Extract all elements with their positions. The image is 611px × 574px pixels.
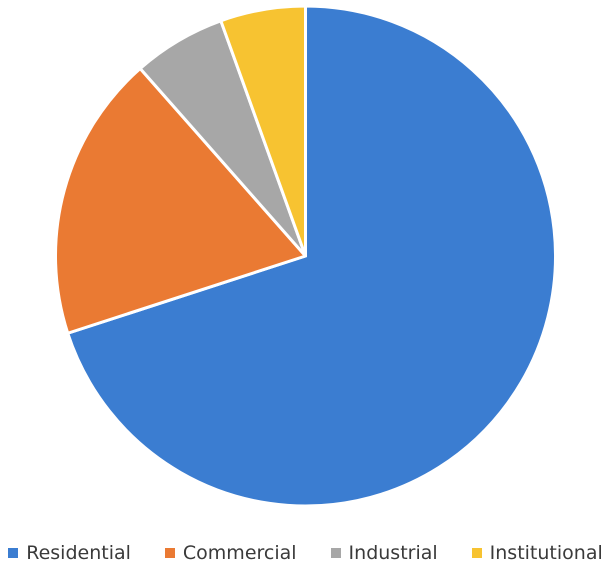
legend-swatch-residential <box>8 548 19 558</box>
legend-swatch-commercial <box>164 548 175 558</box>
pie-slice-residential <box>66 4 558 508</box>
legend-swatch-institutional <box>471 548 482 558</box>
legend-item-institutional: Institutional <box>471 542 603 564</box>
legend-swatch-industrial <box>330 548 341 558</box>
chart-legend: Residential Commercial Industrial Instit… <box>0 538 611 568</box>
pie-plot-area <box>54 4 558 508</box>
legend-label-residential: Residential <box>26 542 131 564</box>
pie-slice-institutional <box>219 4 307 258</box>
legend-label-institutional: Institutional <box>489 542 603 564</box>
pie-slice-commercial <box>54 66 307 335</box>
legend-item-residential: Residential <box>8 542 131 564</box>
legend-label-industrial: Industrial <box>348 542 438 564</box>
legend-item-industrial: Industrial <box>330 542 438 564</box>
legend-item-commercial: Commercial <box>164 542 297 564</box>
legend-label-commercial: Commercial <box>182 542 297 564</box>
